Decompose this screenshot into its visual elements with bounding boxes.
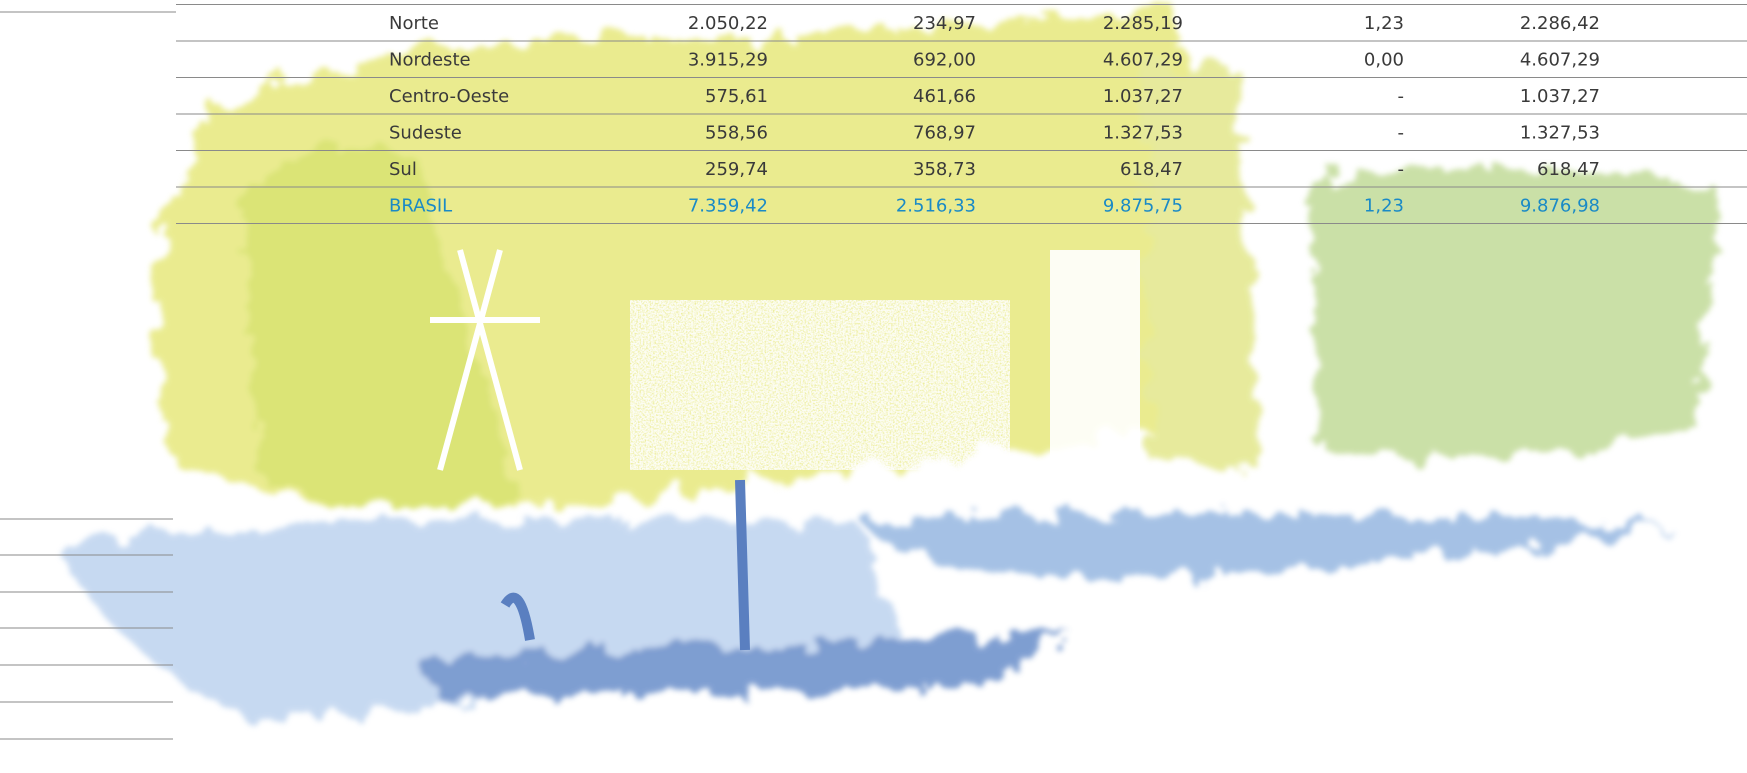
cell-value: 7.359,42: [688, 195, 768, 216]
cell-value: 0,00: [1364, 49, 1404, 70]
cell-value: 558,56: [705, 122, 768, 143]
cell-value: 2.516,33: [896, 195, 976, 216]
row-label: Centro-Oeste: [389, 86, 509, 107]
cell-value: 618,47: [1120, 159, 1183, 180]
cell-value: 9.876,98: [1520, 195, 1600, 216]
cell-value: 1,23: [1364, 13, 1404, 34]
row-label: Norte: [389, 13, 439, 34]
row-label: BRASIL: [389, 195, 452, 216]
cell-value: 234,97: [913, 13, 976, 34]
cell-value: 1,23: [1364, 195, 1404, 216]
watercolor-illustration: [60, 10, 1720, 720]
row-label: Sul: [389, 159, 417, 180]
cell-value: 9.875,75: [1103, 195, 1183, 216]
cell-value: -: [1398, 86, 1405, 107]
cell-value: 1.037,27: [1520, 86, 1600, 107]
cell-value: 2.050,22: [688, 13, 768, 34]
cell-value: 692,00: [913, 49, 976, 70]
row-label: Nordeste: [389, 49, 471, 70]
table-rules: [0, 4, 1747, 740]
cell-value: 618,47: [1537, 159, 1600, 180]
row-label: Sudeste: [389, 122, 462, 143]
cell-value: 2.285,19: [1103, 13, 1183, 34]
cell-value: 1.037,27: [1103, 86, 1183, 107]
cell-value: 575,61: [705, 86, 768, 107]
cell-value: 4.607,29: [1520, 49, 1600, 70]
cell-value: 358,73: [913, 159, 976, 180]
cell-value: 1.327,53: [1103, 122, 1183, 143]
cell-value: 461,66: [913, 86, 976, 107]
cell-value: 3.915,29: [688, 49, 768, 70]
cell-value: -: [1398, 122, 1405, 143]
cell-value: 259,74: [705, 159, 768, 180]
cell-value: 768,97: [913, 122, 976, 143]
cell-value: 4.607,29: [1103, 49, 1183, 70]
cell-value: 1.327,53: [1520, 122, 1600, 143]
cell-value: 2.286,42: [1520, 13, 1600, 34]
cell-value: -: [1398, 159, 1405, 180]
